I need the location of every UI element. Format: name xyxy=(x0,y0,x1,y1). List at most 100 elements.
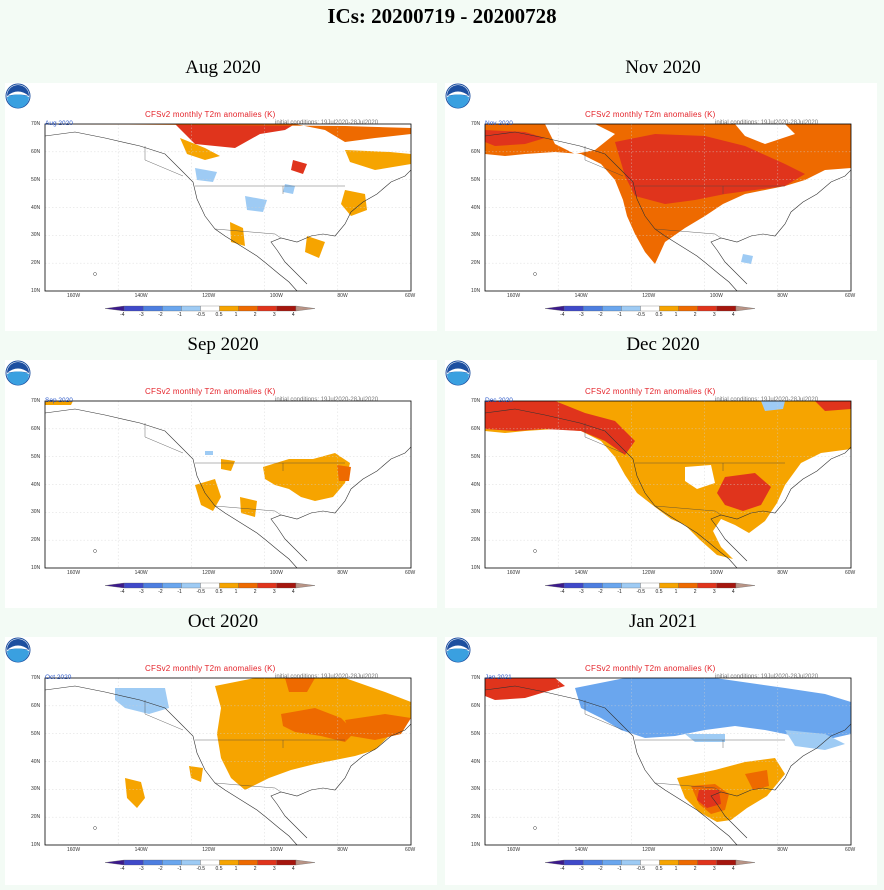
colorbar-segment xyxy=(697,859,717,866)
colorbar-label: 4 xyxy=(731,866,735,872)
anomaly-region xyxy=(485,401,851,559)
colorbar-label: -3 xyxy=(579,312,584,318)
anomaly-region xyxy=(125,778,145,808)
colorbar-label: -4 xyxy=(120,589,125,595)
longitude-label: 100W xyxy=(269,847,283,853)
longitude-label: 60W xyxy=(845,570,856,576)
colorbar-label: 1 xyxy=(674,312,678,318)
anomaly-region xyxy=(545,124,615,154)
colorbar-segment xyxy=(181,305,201,312)
anomaly-region xyxy=(240,497,257,517)
colorbar-segment xyxy=(659,582,679,589)
initial-conditions-label: initial conditions: 19Jul2020-28Jul2020 xyxy=(275,120,379,126)
map-month-label: Jan 2021 xyxy=(485,674,512,681)
latitude-label: 70N xyxy=(31,398,41,404)
latitude-label: 10N xyxy=(31,565,41,571)
anomaly-region xyxy=(230,222,245,246)
map-svg xyxy=(484,677,852,866)
colorbar-segment xyxy=(583,305,603,312)
anomaly-region xyxy=(741,254,753,264)
anomaly-map: CFSv2 monthly T2m anomalies (K)NWS/NCEP/… xyxy=(445,360,877,608)
latitude-label: 70N xyxy=(31,121,41,127)
colorbar-segment xyxy=(276,582,297,589)
latitude-label: 40N xyxy=(31,481,41,488)
latitude-label: 10N xyxy=(471,565,481,571)
colorbar-segment xyxy=(123,582,144,589)
map-frame xyxy=(484,677,852,846)
longitude-label: 60W xyxy=(405,293,416,299)
colorbar-segment xyxy=(716,859,737,866)
latitude-label: 50N xyxy=(31,176,41,183)
borders xyxy=(584,423,785,516)
latitude-label: 20N xyxy=(471,537,481,544)
longitude-label: 100W xyxy=(269,293,283,299)
colorbar-label: 1 xyxy=(674,589,678,595)
colorbar-label: -0.5 xyxy=(196,312,206,318)
colorbar-label: 1 xyxy=(674,866,678,872)
map-svg xyxy=(484,400,852,589)
map-frame xyxy=(484,123,852,292)
colorbar-label: -4 xyxy=(120,312,125,318)
anomaly-region xyxy=(45,124,411,142)
colorbar-label: -3 xyxy=(579,589,584,595)
colorbar-segment xyxy=(219,859,239,866)
borders xyxy=(584,146,785,239)
map-svg xyxy=(44,123,412,312)
colorbar-label: 3 xyxy=(272,866,276,872)
colorbar-label: -4 xyxy=(560,866,565,872)
anomaly-region xyxy=(115,688,169,714)
colorbar-segment xyxy=(678,859,698,866)
colorbar-segment xyxy=(295,305,316,312)
map-title: CFSv2 monthly T2m anomalies (K) xyxy=(145,110,276,119)
latitude-label: 30N xyxy=(471,786,481,793)
colorbar-label: -0.5 xyxy=(636,589,646,595)
panel-title: Aug 2020 xyxy=(185,57,261,78)
longitude-label: 140W xyxy=(134,570,148,576)
colorbar-segment xyxy=(123,305,144,312)
anomaly-region xyxy=(205,451,213,455)
latitude-label: 30N xyxy=(31,509,41,516)
anomaly-region xyxy=(291,160,307,174)
longitude-label: 80W xyxy=(777,570,788,576)
colorbar-segment xyxy=(123,859,144,866)
map-svg xyxy=(44,677,412,866)
anomaly-region xyxy=(615,134,805,204)
latitude-label: 40N xyxy=(471,481,481,488)
colorbar-segment xyxy=(181,582,201,589)
latitude-label: 20N xyxy=(31,260,41,267)
colorbar-segment xyxy=(238,582,258,589)
page-title: ICs: 20200719 - 20200728 xyxy=(327,4,557,28)
colorbar-segment xyxy=(659,305,679,312)
colorbar-segment xyxy=(621,305,641,312)
latitude-label: 60N xyxy=(31,425,41,432)
map-month-label: Sep 2020 xyxy=(45,397,73,404)
longitude-label: 160W xyxy=(507,293,521,299)
colorbar-label: 4 xyxy=(291,312,295,318)
anomaly-region xyxy=(45,401,73,405)
longitude-label: 80W xyxy=(777,847,788,853)
longitude-label: 120W xyxy=(642,293,656,299)
colorbar-label: 3 xyxy=(272,312,276,318)
coastline xyxy=(485,408,851,568)
colorbar-segment xyxy=(678,305,698,312)
initial-conditions-label: initial conditions: 19Jul2020-28Jul2020 xyxy=(715,120,819,126)
anomaly-map: CFSv2 monthly T2m anomalies (K)NWS/NCEP/… xyxy=(445,637,877,885)
colorbar-segment xyxy=(143,582,163,589)
colorbar-label: -1 xyxy=(617,589,622,595)
colorbar-segment xyxy=(200,305,220,312)
colorbar-segment xyxy=(200,859,220,866)
longitude-label: 60W xyxy=(845,293,856,299)
map-month-label: Aug 2020 xyxy=(45,120,73,127)
latitude-label: 40N xyxy=(31,758,41,765)
longitude-label: 100W xyxy=(269,570,283,576)
latitude-label: 50N xyxy=(471,453,481,460)
borders xyxy=(584,700,785,793)
colorbar-segment xyxy=(295,859,316,866)
anomaly-map: CFSv2 monthly T2m anomalies (K)NWS/NCEP/… xyxy=(5,360,437,608)
colorbar-label: 4 xyxy=(291,589,295,595)
colorbar-segment xyxy=(143,859,163,866)
longitude-label: 80W xyxy=(337,293,348,299)
colorbar-label: 2 xyxy=(253,866,257,872)
